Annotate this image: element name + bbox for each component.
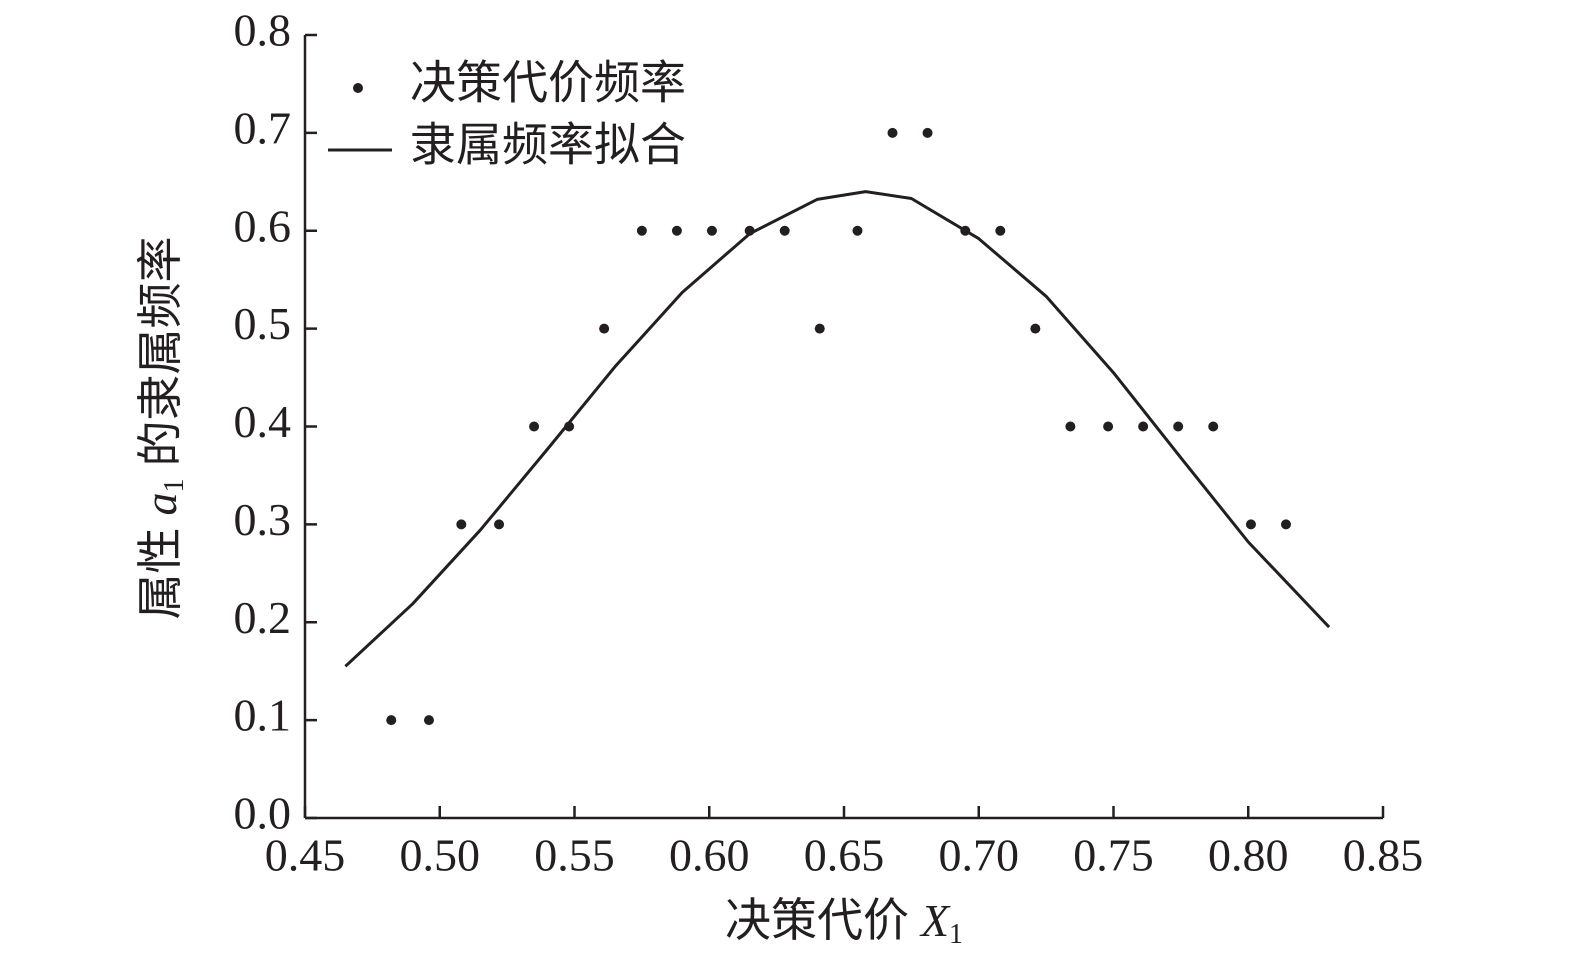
x-label-sub: 1 <box>949 919 963 950</box>
y-tick-label: 0.2 <box>234 592 292 643</box>
data-point <box>386 715 397 726</box>
x-tick-label: 0.80 <box>1208 830 1289 881</box>
data-point <box>1138 421 1149 432</box>
legend-label: 决策代价频率 <box>410 58 686 109</box>
data-point <box>599 323 610 334</box>
data-point <box>1173 421 1184 432</box>
x-tick-label: 0.45 <box>265 830 346 881</box>
x-tick-label: 0.85 <box>1343 830 1424 881</box>
data-point <box>887 127 898 138</box>
x-tick-label: 0.65 <box>804 830 885 881</box>
x-tick-label: 0.70 <box>939 830 1020 881</box>
data-point <box>456 519 467 530</box>
y-tick-label: 0.3 <box>234 494 292 545</box>
data-point <box>494 519 505 530</box>
data-point <box>706 225 717 236</box>
data-point <box>922 127 933 138</box>
y-tick-label: 0.0 <box>234 788 292 839</box>
data-point <box>852 225 863 236</box>
y-tick-label: 0.1 <box>234 690 292 741</box>
data-point <box>636 225 647 236</box>
data-point <box>1030 323 1041 334</box>
y-label-text: 属性 <box>135 528 186 620</box>
data-point <box>671 225 682 236</box>
data-point <box>1208 421 1219 432</box>
y-label-var: a <box>135 493 186 516</box>
y-tick-label: 0.6 <box>234 200 292 251</box>
x-label-var: X <box>919 895 951 946</box>
y-axis-label: 属性 a1 的隶属频率 <box>135 237 191 620</box>
data-point <box>995 225 1006 236</box>
data-point <box>1065 421 1076 432</box>
x-tick-label: 0.60 <box>669 830 750 881</box>
data-point <box>423 715 434 726</box>
legend-marker <box>353 83 363 93</box>
legend-label: 隶属频率拟合 <box>410 120 686 171</box>
y-label-sub: 1 <box>159 479 190 493</box>
x-tick-label: 0.75 <box>1073 830 1154 881</box>
data-point <box>1280 519 1291 530</box>
data-point <box>1245 519 1256 530</box>
data-point <box>779 225 790 236</box>
y-tick-label: 0.8 <box>234 5 292 56</box>
y-tick-label: 0.4 <box>234 396 292 447</box>
fit-line <box>344 190 1331 668</box>
x-axis-label: 决策代价 X1 <box>725 895 963 951</box>
data-point <box>529 421 540 432</box>
y-label-rest: 的隶属频率 <box>135 237 186 467</box>
data-point <box>814 323 825 334</box>
x-label-text: 决策代价 <box>725 895 909 946</box>
data-point <box>1103 421 1114 432</box>
x-tick-label: 0.55 <box>534 830 615 881</box>
y-tick-label: 0.5 <box>234 298 292 349</box>
y-tick-label: 0.7 <box>234 102 292 153</box>
x-tick-label: 0.50 <box>400 830 481 881</box>
